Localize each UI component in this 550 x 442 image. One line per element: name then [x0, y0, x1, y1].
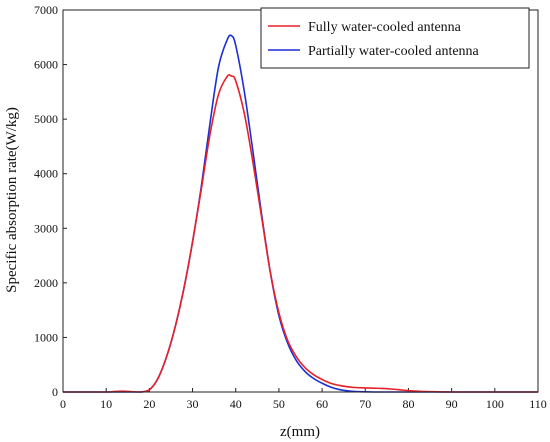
legend: Fully water-cooled antenna Partially wat…	[260, 7, 530, 69]
y-tick-label: 1000	[34, 330, 58, 344]
x-axis-title: z(mm)	[280, 424, 320, 440]
x-tick-label: 110	[529, 397, 547, 411]
x-tick-label: 20	[143, 397, 155, 411]
y-tick-label: 7000	[34, 3, 58, 17]
y-tick-label: 4000	[34, 167, 58, 181]
y-tick-label: 6000	[34, 58, 58, 72]
y-tick-label: 5000	[34, 112, 58, 126]
series-lines	[63, 34, 538, 393]
series-line-fully-cooled	[63, 74, 538, 393]
x-tick-label: 60	[316, 397, 328, 411]
legend-box	[260, 7, 530, 69]
axis-ticks: 0 10 20 30 40 50 60 70 80 90 100 110 0 1000 2000 3000 40…	[34, 3, 547, 411]
legend-label-fully-cooled: Fully water-cooled antenna	[308, 20, 462, 35]
x-tick-label: 30	[187, 397, 199, 411]
series-line-partially-cooled	[63, 34, 538, 393]
y-tick-label: 0	[52, 385, 58, 399]
x-tick-label: 70	[359, 397, 371, 411]
x-tick-label: 90	[446, 397, 458, 411]
x-tick-label: 10	[100, 397, 112, 411]
x-tick-label: 0	[60, 397, 66, 411]
y-tick-label: 3000	[34, 221, 58, 235]
y-axis-title: Specific absorption rate(W/kg)	[4, 107, 20, 293]
x-tick-label: 80	[402, 397, 414, 411]
y-tick-label: 2000	[34, 276, 58, 290]
x-tick-label: 100	[486, 397, 504, 411]
x-tick-label: 50	[273, 397, 285, 411]
x-tick-label: 40	[230, 397, 242, 411]
legend-label-partially-cooled: Partially water-cooled antenna	[308, 44, 480, 59]
